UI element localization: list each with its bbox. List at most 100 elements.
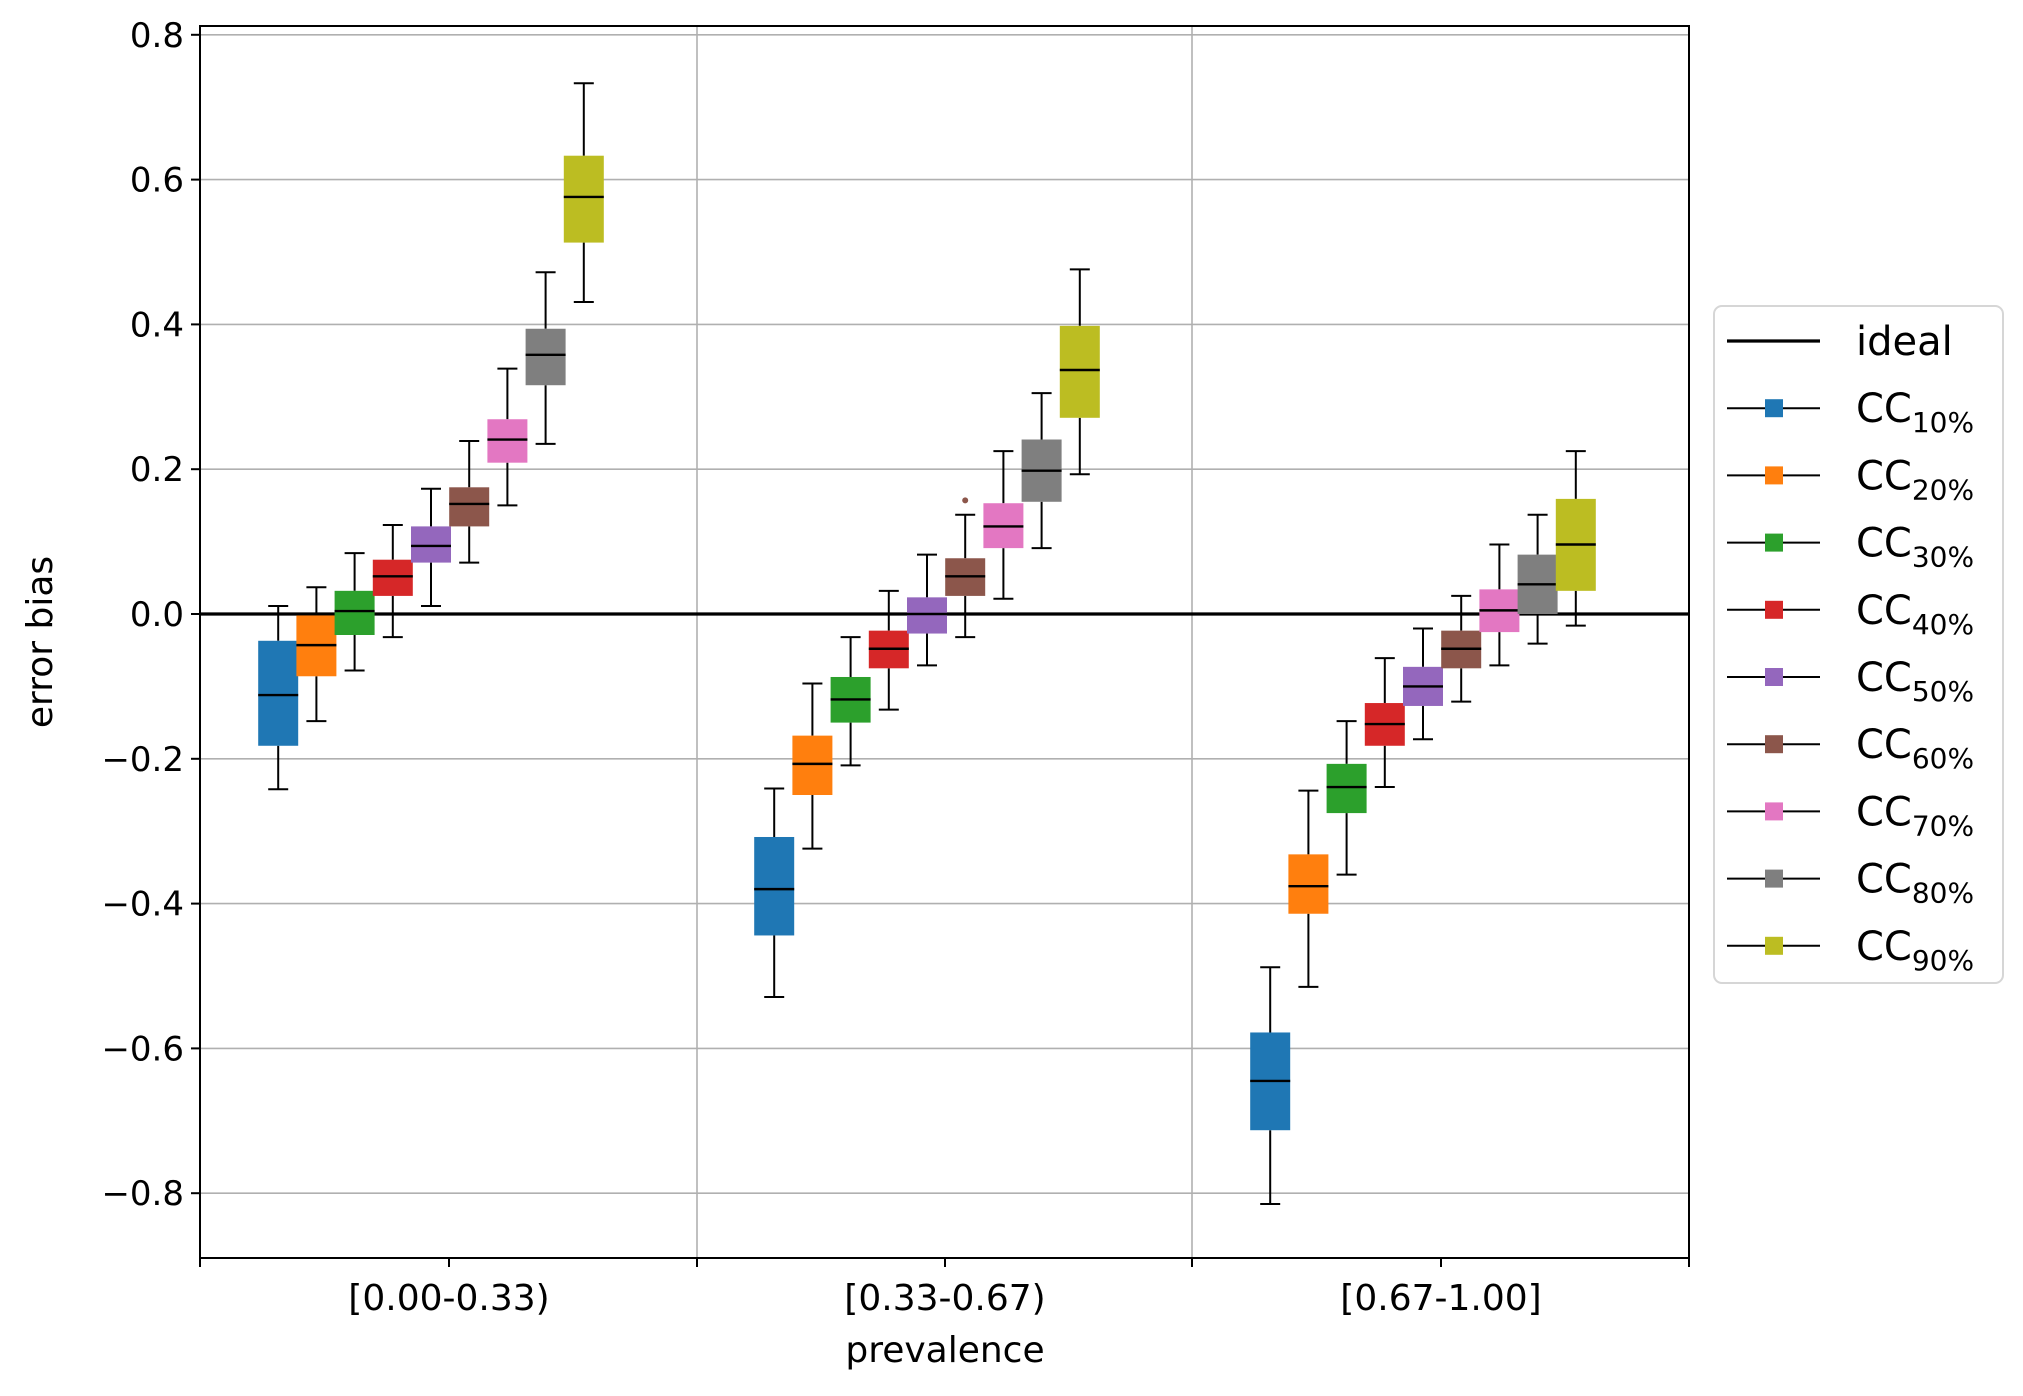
- legend-marker: [1765, 802, 1783, 821]
- legend-marker: [1765, 399, 1783, 418]
- box-CC20%-2: [1288, 789, 1329, 988]
- legend-entry: CC20%: [1727, 453, 1974, 506]
- box-CC60%-2: [1441, 594, 1482, 703]
- legend-label: CC40%: [1856, 588, 1974, 641]
- legend-label-subscript: 90%: [1912, 944, 1974, 977]
- box-CC40%-1: [868, 589, 909, 711]
- legend-label: CC30%: [1856, 521, 1974, 574]
- legend-label: CC70%: [1856, 789, 1974, 842]
- legend: idealCC10%CC20%CC30%CC40%CC50%CC60%CC70%…: [1713, 305, 2004, 984]
- boxes: [258, 82, 1596, 1206]
- y-tick-label: 0.0: [130, 595, 184, 635]
- x-tick-label: [0.00-0.33): [348, 1278, 549, 1319]
- legend-entry: CC60%: [1727, 722, 1974, 775]
- legend-entry: CC40%: [1727, 588, 1974, 641]
- y-tick-label: 0.8: [130, 16, 184, 56]
- box-body: [334, 590, 375, 635]
- legend-label-base: CC: [1856, 386, 1912, 432]
- box-CC80%-1: [1021, 392, 1062, 550]
- legend-label-base: CC: [1856, 453, 1912, 499]
- legend-entry: CC50%: [1727, 655, 1974, 708]
- y-tick-label: −0.6: [101, 1029, 184, 1069]
- box-body: [907, 597, 947, 634]
- box-body: [449, 487, 490, 527]
- legend-label: CC10%: [1856, 386, 1974, 439]
- box-CC50%-1: [907, 553, 947, 667]
- y-tick-label: 0.4: [130, 305, 184, 345]
- legend-entry: CC10%: [1727, 386, 1974, 439]
- legend-label-base: CC: [1856, 857, 1912, 903]
- x-tick-label: [0.67-1.00]: [1340, 1278, 1541, 1319]
- outlier-point: [962, 497, 969, 504]
- box-body: [372, 559, 413, 596]
- box-CC10%-0: [258, 605, 299, 791]
- box-CC80%-0: [525, 271, 566, 445]
- legend-marker: [1765, 533, 1783, 552]
- legend-label-base: CC: [1856, 924, 1912, 970]
- legend-label-subscript: 80%: [1912, 877, 1974, 910]
- legend-label-subscript: 60%: [1912, 742, 1974, 775]
- legend-marker: [1765, 735, 1783, 754]
- box-CC30%-0: [334, 552, 375, 672]
- box-CC40%-2: [1364, 657, 1405, 789]
- legend-label-subscript: 30%: [1912, 541, 1974, 574]
- legend-label-base: CC: [1856, 789, 1912, 835]
- y-tick-label: −0.2: [101, 740, 184, 780]
- box-CC80%-2: [1517, 513, 1558, 645]
- legend-label-base: CC: [1856, 521, 1912, 567]
- legend-marker: [1765, 466, 1783, 485]
- legend-label-base: CC: [1856, 655, 1912, 701]
- legend-label-subscript: 20%: [1912, 473, 1974, 506]
- box-body: [754, 836, 795, 936]
- box-CC70%-0: [487, 367, 528, 507]
- box-CC30%-1: [830, 636, 871, 767]
- y-axis: 0.8 0.6 0.4 0.2 0.0 −0.2 −0.4 −0.6 −0.8: [101, 16, 200, 1214]
- box-body: [487, 419, 528, 463]
- legend-label-base: CC: [1856, 722, 1912, 768]
- y-tick-label: −0.8: [101, 1174, 184, 1214]
- legend-entry: CC80%: [1727, 857, 1974, 910]
- legend-label-subscript: 10%: [1912, 406, 1974, 439]
- box-CC90%-1: [1059, 268, 1100, 476]
- box-body: [525, 328, 566, 386]
- box-CC90%-2: [1555, 450, 1596, 627]
- legend-label: CC20%: [1856, 453, 1974, 506]
- x-axis-label: prevalence: [845, 1330, 1044, 1371]
- y-tick-label: 0.6: [130, 161, 184, 201]
- legend-label: CC80%: [1856, 857, 1974, 910]
- box-CC10%-1: [754, 787, 795, 998]
- box-CC10%-2: [1250, 966, 1291, 1206]
- box-body: [411, 526, 451, 563]
- legend-label: CC60%: [1856, 722, 1974, 775]
- legend-marker: [1765, 869, 1783, 888]
- box-CC60%-1: [945, 497, 986, 639]
- legend-entry: CC30%: [1727, 521, 1974, 574]
- x-axis: [0.00-0.33) [0.33-0.67) [0.67-1.00]: [199, 1258, 1690, 1319]
- legend-marker: [1765, 936, 1783, 955]
- box-CC60%-0: [449, 439, 490, 564]
- y-axis-label: error bias: [20, 556, 61, 728]
- box-CC40%-0: [372, 523, 413, 639]
- box-body: [258, 640, 299, 746]
- legend-entry: CC70%: [1727, 789, 1974, 842]
- legend-entry: CC90%: [1727, 924, 1974, 977]
- box-CC50%-2: [1403, 627, 1443, 741]
- box-body: [1326, 763, 1367, 814]
- legend-entry-ideal: ideal: [1727, 319, 1953, 365]
- box-CC50%-0: [411, 487, 451, 608]
- legend-label-subscript: 70%: [1912, 809, 1974, 842]
- legend-label-base: CC: [1856, 588, 1912, 634]
- box-CC70%-1: [983, 450, 1024, 600]
- legend-marker: [1765, 668, 1783, 686]
- box-body: [792, 735, 833, 795]
- legend-label-subscript: 40%: [1912, 608, 1974, 641]
- x-tick-label: [0.33-0.67): [844, 1278, 1045, 1319]
- box-CC20%-0: [296, 586, 337, 723]
- box-CC30%-2: [1326, 720, 1367, 876]
- box-CC20%-1: [792, 682, 833, 850]
- y-tick-label: −0.4: [101, 885, 184, 925]
- legend-label: CC50%: [1856, 655, 1974, 708]
- legend-label: ideal: [1856, 319, 1953, 365]
- box-body: [1059, 325, 1100, 418]
